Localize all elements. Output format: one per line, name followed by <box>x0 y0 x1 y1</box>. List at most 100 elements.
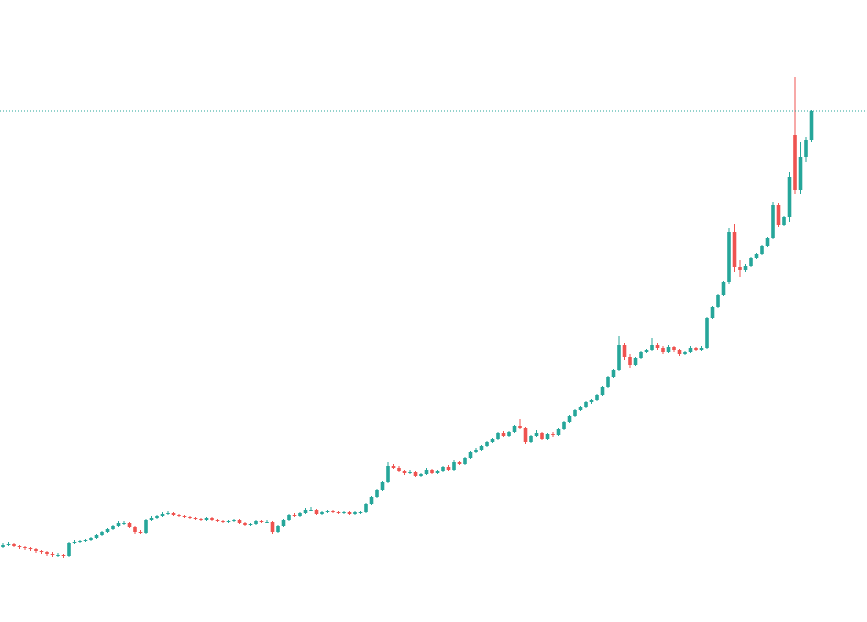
candle-body <box>34 549 38 551</box>
candle-body <box>17 546 22 547</box>
candle-body <box>171 513 176 515</box>
candle-body <box>369 497 374 504</box>
candle-body <box>496 433 500 439</box>
candle-body <box>210 518 214 520</box>
candle-body <box>353 512 357 514</box>
candle-body <box>787 177 792 217</box>
candle-body <box>749 258 753 266</box>
candle-body <box>72 542 77 543</box>
candle-body <box>347 512 352 514</box>
candle-body <box>512 426 517 432</box>
candle-body <box>771 205 775 238</box>
candle-body <box>413 472 418 476</box>
candle-body <box>111 526 115 529</box>
candle-body <box>606 377 610 387</box>
candle-body <box>265 522 269 523</box>
candle-body <box>567 416 572 422</box>
candle-body <box>61 555 66 556</box>
candle-body <box>116 523 121 526</box>
candle-body <box>534 433 539 436</box>
candle-body <box>699 348 704 350</box>
candle-body <box>562 422 566 429</box>
candle-body <box>622 345 627 357</box>
candle-body <box>474 450 478 452</box>
candle-body <box>182 516 187 517</box>
candle-body <box>782 217 786 225</box>
candle-body <box>672 347 676 350</box>
candle-body <box>716 295 720 307</box>
candle-body <box>6 544 11 545</box>
candle-body <box>149 518 154 520</box>
candle-body <box>144 520 148 533</box>
candle-body <box>738 267 742 270</box>
candle-body <box>298 513 302 516</box>
candle-body <box>320 512 324 514</box>
candle-body <box>391 466 396 468</box>
candle-body <box>727 232 731 282</box>
candle-body <box>776 205 781 225</box>
candle-body <box>639 352 643 358</box>
candle-body <box>309 510 313 511</box>
candle-body <box>661 348 665 352</box>
candle-body <box>798 157 803 190</box>
candle-body <box>12 544 16 546</box>
candle-body <box>28 548 33 549</box>
candle-body <box>732 232 737 267</box>
candle-body <box>138 532 143 533</box>
candle-body <box>364 504 368 512</box>
candle-body <box>545 434 550 439</box>
candle-body <box>804 140 808 157</box>
candle-body <box>617 345 621 370</box>
candle-body <box>122 523 126 524</box>
candle-body <box>710 307 715 318</box>
candle-body <box>589 400 594 402</box>
candle-body <box>650 345 654 350</box>
candle-body <box>551 434 555 435</box>
candle-body <box>578 407 583 410</box>
candle-body <box>507 432 511 436</box>
candle-body <box>485 442 489 446</box>
candle-body <box>342 512 346 513</box>
candle-body <box>232 520 236 521</box>
candle-body <box>721 282 726 295</box>
candle-body <box>490 439 495 442</box>
candle-body <box>100 532 104 535</box>
candle-body <box>452 462 456 470</box>
candle-body <box>644 350 649 352</box>
candle-body <box>754 254 759 258</box>
candle-body <box>633 358 638 365</box>
candle-body <box>155 516 159 518</box>
candle-body <box>303 510 308 513</box>
candle-body <box>215 520 220 521</box>
candle-body <box>760 246 764 254</box>
candle-body <box>683 352 687 354</box>
candle-body <box>523 428 528 442</box>
candle-body <box>430 470 434 473</box>
candle-body <box>556 429 561 435</box>
candle-body <box>237 520 242 523</box>
candle-body <box>446 467 451 470</box>
candle-body <box>457 462 462 464</box>
candle-body <box>408 472 412 473</box>
candle-body <box>259 521 264 522</box>
candle-body <box>83 540 88 541</box>
candle-body <box>380 482 385 490</box>
candle-body <box>688 348 693 352</box>
candle-body <box>600 387 605 395</box>
candle-body <box>94 535 99 538</box>
candle-body <box>204 518 209 520</box>
candle-body <box>666 347 671 352</box>
candle-body <box>529 436 533 442</box>
candle-body <box>655 345 660 348</box>
candle-body <box>226 521 231 522</box>
candle-body <box>287 515 291 520</box>
candle-body <box>424 470 429 474</box>
candle-body <box>540 433 544 439</box>
candle-body <box>160 514 165 516</box>
candle-body <box>809 111 814 140</box>
candle-body <box>573 410 577 416</box>
candle-body <box>375 490 379 497</box>
candle-body <box>435 471 440 473</box>
